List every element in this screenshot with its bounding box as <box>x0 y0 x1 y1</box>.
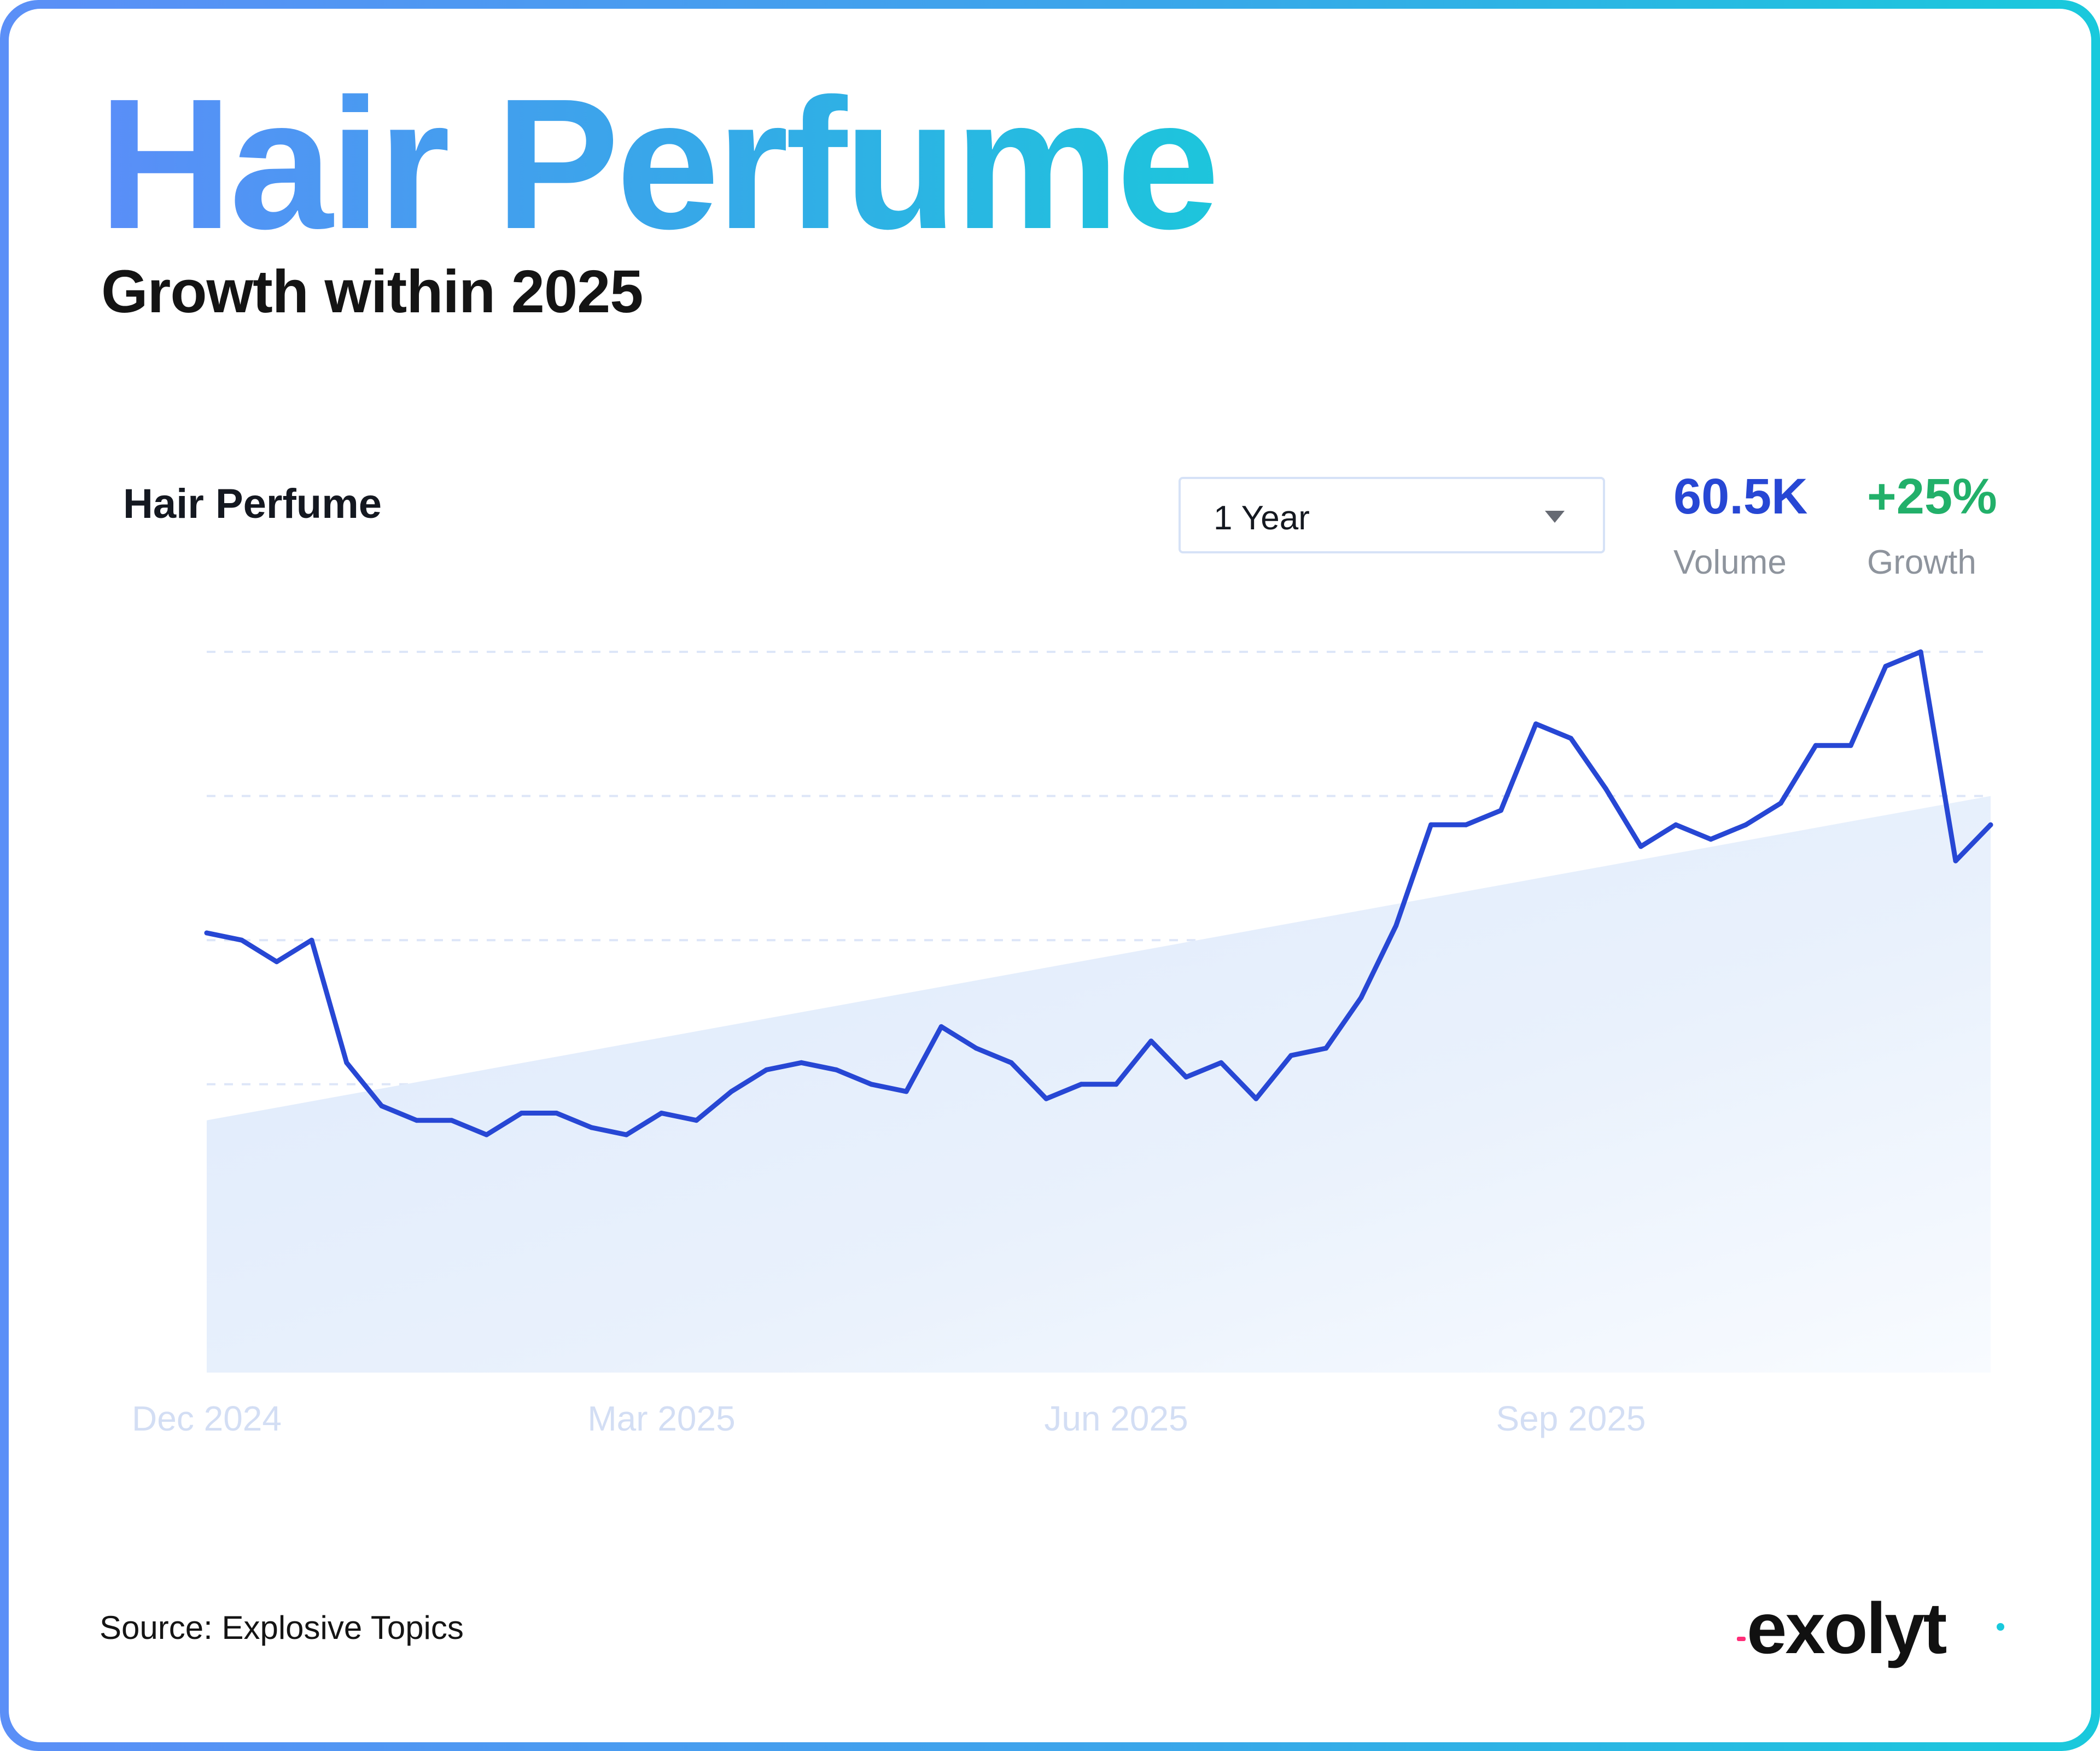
x-tick-label: Mar 2025 <box>587 1399 735 1438</box>
data-point <box>1428 822 1434 827</box>
chart-title: Hair Perfume <box>123 481 382 527</box>
growth-value: +25% <box>1867 469 1997 524</box>
volume-label: Volume <box>1673 544 1787 581</box>
data-point <box>484 1132 489 1137</box>
data-point <box>239 937 244 943</box>
data-point <box>798 1060 804 1065</box>
data-point <box>1883 663 1888 669</box>
data-point <box>204 930 209 936</box>
data-point <box>1288 1053 1294 1058</box>
page-title: Hair Perfume <box>98 60 1220 268</box>
data-point <box>938 1024 944 1029</box>
data-point <box>1953 858 1958 863</box>
data-point <box>1323 1046 1329 1051</box>
data-point <box>1708 837 1713 842</box>
data-point <box>763 1067 769 1072</box>
period-dropdown-value: 1 Year <box>1214 499 1310 537</box>
data-point <box>309 937 314 943</box>
data-point <box>554 1111 559 1116</box>
data-point <box>1918 649 1923 655</box>
chevron-down-icon <box>1545 511 1565 523</box>
data-point <box>1113 1082 1119 1087</box>
svg-text:exolyt: exolyt <box>1747 1589 1947 1668</box>
source-note: Source: Explosive Topics <box>100 1609 464 1646</box>
data-point <box>344 1060 349 1065</box>
data-point <box>624 1132 629 1137</box>
data-point <box>728 1089 734 1094</box>
data-point <box>903 1089 909 1094</box>
data-point <box>1463 822 1469 827</box>
exolyt-logo: exolyt <box>1737 1589 2004 1668</box>
data-point <box>1568 736 1573 741</box>
data-point <box>868 1082 874 1087</box>
data-point <box>1148 1038 1154 1044</box>
data-point <box>973 1046 979 1051</box>
x-tick-label: Dec 2024 <box>132 1399 282 1438</box>
data-point <box>414 1118 419 1123</box>
series-line <box>204 649 1993 1137</box>
growth-label: Growth <box>1867 544 1976 581</box>
data-point <box>1498 808 1503 813</box>
data-point <box>1008 1060 1014 1065</box>
x-tick-label: Jun 2025 <box>1044 1399 1188 1438</box>
data-point <box>659 1111 664 1116</box>
page-subtitle: Growth within 2025 <box>101 258 643 325</box>
data-point <box>1638 844 1643 849</box>
data-point <box>379 1103 384 1108</box>
x-tick-label: Sep 2025 <box>1496 1399 1646 1438</box>
data-point <box>274 959 279 965</box>
data-point <box>1988 822 1993 827</box>
period-dropdown[interactable]: 1 Year <box>1179 477 1605 553</box>
data-point <box>1848 743 1853 748</box>
data-point <box>1183 1075 1189 1080</box>
data-point <box>1533 721 1538 727</box>
data-point <box>1253 1096 1259 1101</box>
data-point <box>449 1118 454 1123</box>
data-point <box>1778 801 1783 806</box>
data-point <box>1603 786 1608 791</box>
data-point <box>1673 822 1678 827</box>
volume-metric: 60.5K Volume <box>1673 471 1808 580</box>
data-point <box>589 1125 594 1130</box>
volume-value: 60.5K <box>1673 469 1808 524</box>
data-point <box>1813 743 1818 748</box>
data-point <box>694 1118 699 1123</box>
data-point <box>1358 995 1364 1001</box>
data-point <box>1218 1060 1224 1065</box>
data-point <box>1078 1082 1084 1087</box>
data-point <box>833 1067 839 1072</box>
data-point <box>1743 822 1748 827</box>
data-point <box>1393 923 1399 929</box>
growth-metric: +25% Growth <box>1867 471 1997 580</box>
data-point <box>1043 1096 1049 1101</box>
data-point <box>519 1111 524 1116</box>
